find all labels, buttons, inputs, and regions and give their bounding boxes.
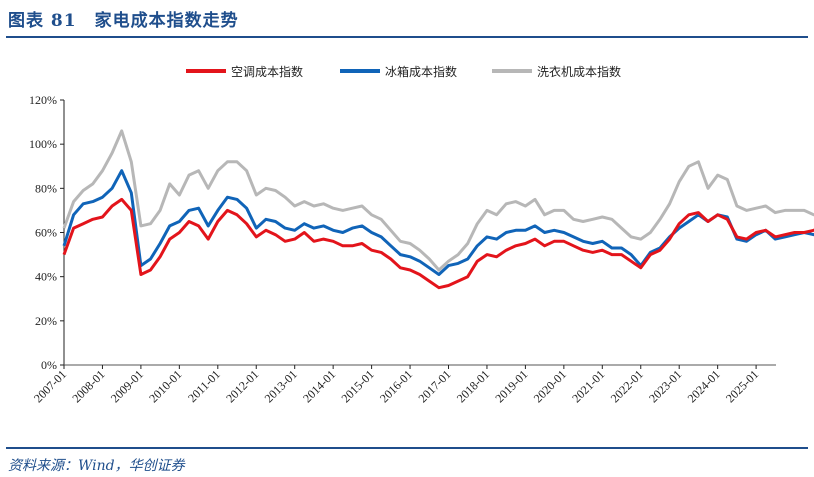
x-tick-label: 2025-01 <box>723 367 761 405</box>
x-tick-label: 2007-01 <box>31 367 69 405</box>
source-divider <box>6 447 808 449</box>
legend-label: 空调成本指数 <box>231 64 303 79</box>
y-tick-label: 100% <box>29 137 57 151</box>
series-line <box>62 169 814 276</box>
y-tick-label: 20% <box>35 314 57 328</box>
x-tick-label: 2015-01 <box>339 367 377 405</box>
y-tick-label: 0% <box>41 358 57 372</box>
title-divider <box>6 36 808 38</box>
series-line <box>62 197 814 290</box>
x-tick-label: 2022-01 <box>608 367 646 405</box>
x-tick-label: 2021-01 <box>569 367 607 405</box>
line-chart: 空调成本指数 冰箱成本指数 洗衣机成本指数 0% 20% 40% 60% 80% 100% 12… <box>29 64 814 405</box>
x-tick-label: 2018-01 <box>454 367 492 405</box>
x-tick-label: 2024-01 <box>685 367 723 405</box>
x-tick-label: 2020-01 <box>531 367 569 405</box>
x-tick-label: 2016-01 <box>377 367 415 405</box>
x-tick-label: 2009-01 <box>108 367 146 405</box>
y-tick-label: 40% <box>35 270 57 284</box>
x-tick-label: 2010-01 <box>146 367 184 405</box>
y-tick-label: 120% <box>29 93 57 107</box>
x-tick-label: 2013-01 <box>262 367 300 405</box>
chart-legend: 空调成本指数 冰箱成本指数 洗衣机成本指数 <box>186 64 621 79</box>
x-tick-label: 2014-01 <box>300 367 338 405</box>
legend-label: 冰箱成本指数 <box>385 64 457 79</box>
chart-axes: 0% 20% 40% 60% 80% 100% 120% 2007-01 2008-01 2009… <box>29 93 776 405</box>
y-tick-label: 60% <box>35 226 57 240</box>
x-tick-label: 2017-01 <box>415 367 453 405</box>
x-tick-label: 2008-01 <box>69 367 107 405</box>
x-tick-label: 2011-01 <box>185 367 223 405</box>
x-tick-label: 2019-01 <box>492 367 530 405</box>
chart-series <box>62 129 814 290</box>
figure-title: 图表 81 家电成本指数走势 <box>8 11 239 31</box>
source-note: 资料来源：Wind，华创证券 <box>8 458 185 474</box>
series-line <box>62 129 814 272</box>
x-tick-label: 2023-01 <box>646 367 684 405</box>
x-tick-label: 2012-01 <box>223 367 261 405</box>
y-tick-label: 80% <box>35 181 57 195</box>
legend-label: 洗衣机成本指数 <box>537 64 621 79</box>
